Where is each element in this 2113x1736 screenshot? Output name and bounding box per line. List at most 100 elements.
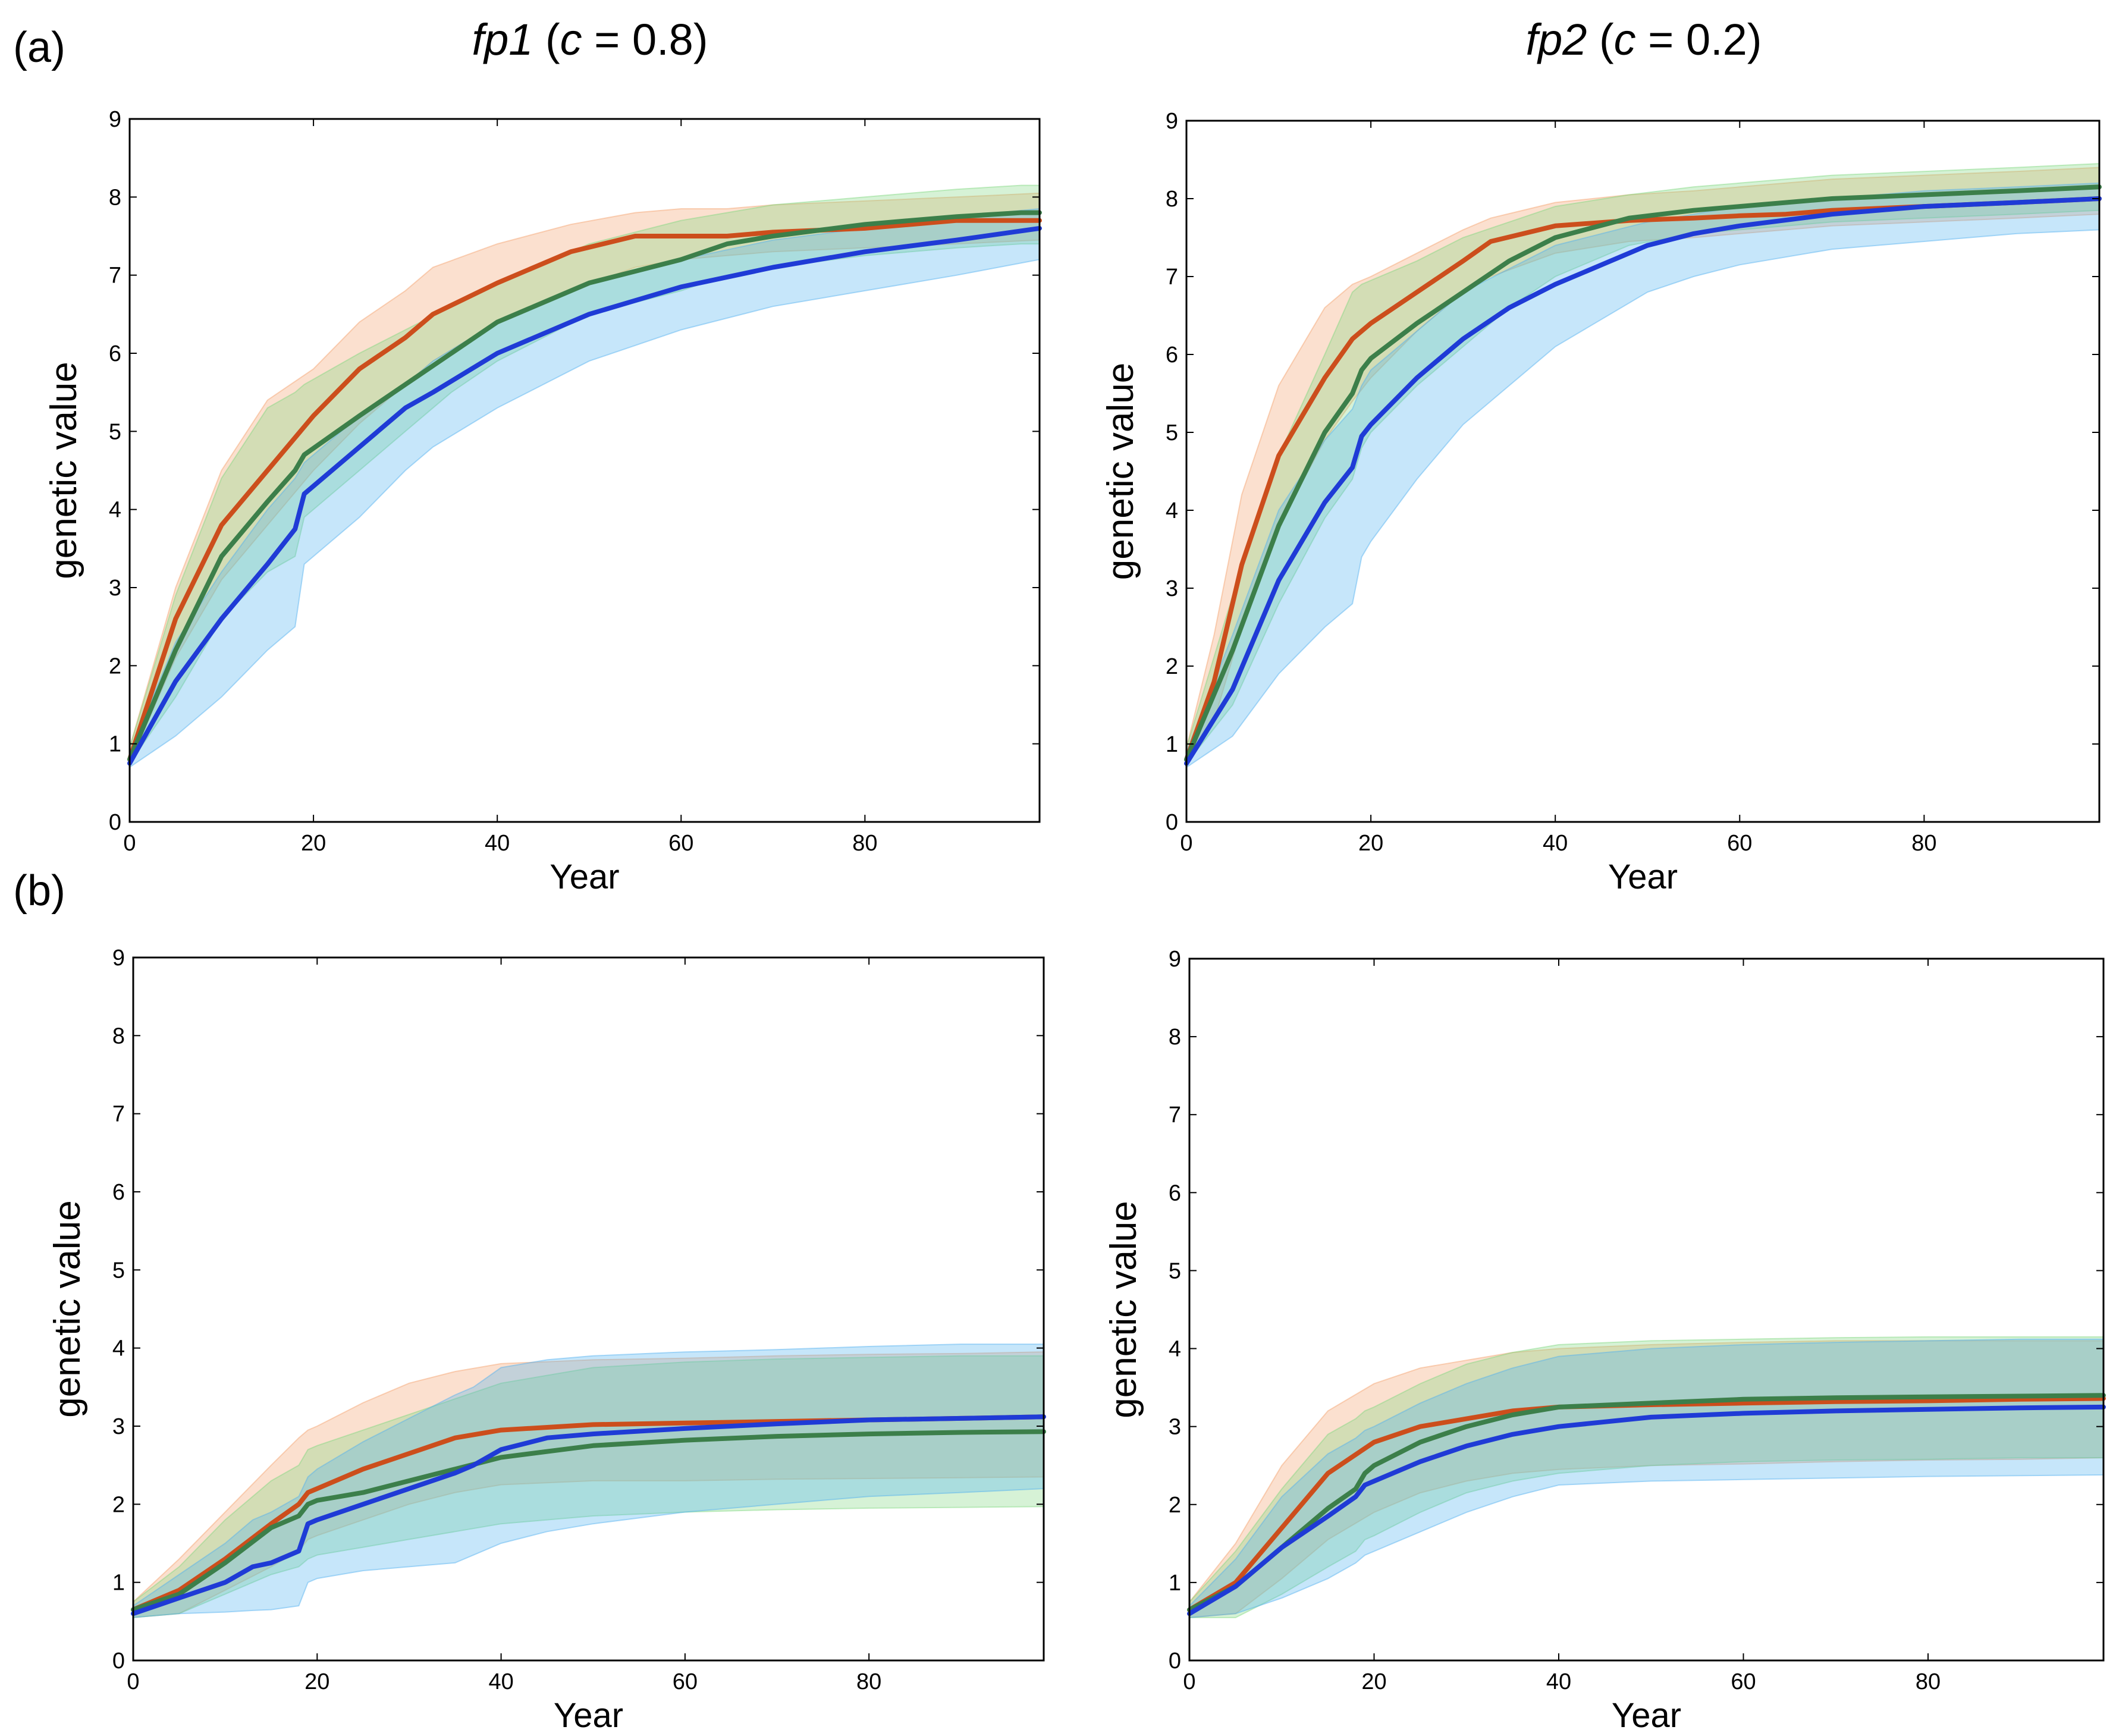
y-tick-label: 3 — [1169, 1415, 1181, 1440]
y-tick-label: 5 — [112, 1258, 125, 1283]
band-blue — [1186, 182, 2100, 769]
y-tick-label: 7 — [112, 1102, 125, 1127]
y-tick-label: 6 — [112, 1180, 125, 1205]
x-tick-label: 80 — [852, 831, 877, 856]
x-tick-label: 20 — [1358, 831, 1383, 856]
x-tick-label: 0 — [1183, 1669, 1195, 1694]
y-tick-label: 8 — [1166, 187, 1178, 212]
chart-a-fp2: 0 1 2 3 4 5 6 7 8 9 0 20 40 60 80 Year genetic value — [1100, 109, 2102, 896]
y-tick-label: 4 — [1166, 498, 1178, 523]
chart-b-fp1: 0 1 2 3 4 5 6 7 8 9 0 20 40 60 80 Year genetic value — [47, 946, 1046, 1735]
col-title-pre: ( — [533, 15, 560, 64]
col-title-name: fp1 — [472, 15, 533, 64]
y-tick-label: 1 — [109, 732, 121, 757]
y-tick-label: 2 — [109, 654, 121, 679]
x-axis-label: Year — [550, 858, 619, 896]
y-tick-label: 3 — [112, 1414, 125, 1439]
y-tick-label: 9 — [112, 946, 125, 971]
y-tick-label: 9 — [1169, 947, 1181, 972]
y-tick-label: 0 — [1169, 1649, 1181, 1674]
y-tick-label: 8 — [109, 185, 121, 210]
y-tick-label: 2 — [1166, 654, 1178, 679]
y-tick-label: 4 — [1169, 1337, 1181, 1362]
y-axis-label: genetic value — [47, 1200, 88, 1417]
y-tick-label: 0 — [112, 1649, 125, 1674]
x-axis-label: Year — [554, 1696, 623, 1735]
x-tick-label: 0 — [123, 831, 136, 856]
y-tick-label: 2 — [112, 1492, 125, 1517]
y-tick-label: 9 — [109, 107, 121, 132]
col-title-var: c — [1614, 15, 1636, 64]
y-tick-label: 7 — [1169, 1103, 1181, 1128]
y-tick-label: 5 — [1169, 1258, 1181, 1283]
plot-frame — [1185, 120, 2101, 823]
x-tick-label: 60 — [673, 1669, 698, 1694]
y-tick-label: 9 — [1166, 109, 1178, 134]
y-tick-label: 1 — [1166, 732, 1178, 757]
y-tick-label: 6 — [109, 341, 121, 366]
y-axis-label: genetic value — [1100, 363, 1141, 580]
series-line-blue — [1184, 196, 2102, 766]
x-tick-label: 60 — [668, 831, 693, 856]
y-axis-label: genetic value — [1103, 1201, 1144, 1418]
y-tick-label: 2 — [1169, 1493, 1181, 1518]
x-tick-label: 20 — [1361, 1669, 1386, 1694]
x-tick-label: 80 — [1911, 831, 1936, 856]
x-tick-label: 20 — [304, 1669, 329, 1694]
y-tick-label: 0 — [109, 810, 121, 835]
x-tick-label: 0 — [1180, 831, 1192, 856]
x-axis-label: Year — [1612, 1696, 1681, 1735]
y-tick-label: 4 — [109, 498, 121, 523]
x-tick-label: 80 — [1916, 1669, 1941, 1694]
y-tick-label: 0 — [1166, 810, 1178, 835]
series-line-green — [127, 210, 1042, 762]
x-tick-label: 40 — [1543, 831, 1568, 856]
chart-b-fp2: 0 1 2 3 4 5 6 7 8 9 0 20 40 60 80 Year genetic value — [1103, 947, 2106, 1735]
plot-frame — [132, 956, 1045, 1662]
series-line-orange — [1187, 1396, 2106, 1612]
plot-frame — [128, 118, 1041, 823]
y-tick-label: 8 — [112, 1024, 125, 1048]
column-title-fp2: fp2 (c = 0.2) — [1526, 15, 1762, 64]
x-tick-label: 60 — [1731, 1669, 1756, 1694]
series-line-blue — [1187, 1404, 2106, 1616]
y-tick-label: 7 — [109, 263, 121, 288]
y-tick-label: 5 — [109, 419, 121, 444]
x-tick-label: 40 — [1546, 1669, 1571, 1694]
column-title-fp1: fp1 (c = 0.8) — [472, 15, 708, 64]
col-title-pre: ( — [1587, 15, 1614, 64]
col-title-post: = 0.2) — [1636, 15, 1762, 64]
y-axis-label: genetic value — [43, 362, 84, 579]
x-tick-label: 40 — [485, 831, 510, 856]
y-tick-label: 4 — [112, 1336, 125, 1361]
series-line-blue — [127, 225, 1042, 766]
series-line-orange — [1184, 196, 2102, 762]
panel-label-b: (b) — [13, 867, 65, 915]
panel-label-a: (a) — [13, 24, 65, 71]
col-title-name: fp2 — [1526, 15, 1587, 64]
col-title-post: = 0.8) — [582, 15, 708, 64]
x-tick-label: 60 — [1727, 831, 1752, 856]
y-tick-label: 6 — [1169, 1181, 1181, 1206]
series-line-green — [1187, 1393, 2106, 1612]
series-line-green — [131, 1429, 1046, 1612]
chart-a-fp1: 0 1 2 3 4 5 6 7 8 9 0 20 40 60 80 Year genetic value — [43, 107, 1042, 896]
y-tick-label: 6 — [1166, 343, 1178, 368]
x-axis-label: Year — [1608, 858, 1678, 896]
col-title-var: c — [560, 15, 582, 64]
series-line-green — [1184, 184, 2102, 762]
y-tick-label: 3 — [1166, 576, 1178, 601]
x-tick-label: 0 — [127, 1669, 139, 1694]
y-tick-label: 3 — [109, 576, 121, 601]
x-tick-label: 20 — [301, 831, 326, 856]
y-tick-label: 1 — [112, 1571, 125, 1596]
y-tick-label: 5 — [1166, 420, 1178, 445]
y-tick-label: 8 — [1169, 1025, 1181, 1050]
y-tick-label: 7 — [1166, 265, 1178, 290]
x-tick-label: 80 — [856, 1669, 881, 1694]
y-tick-label: 1 — [1169, 1571, 1181, 1596]
x-tick-label: 40 — [488, 1669, 513, 1694]
series-line-blue — [131, 1414, 1046, 1616]
